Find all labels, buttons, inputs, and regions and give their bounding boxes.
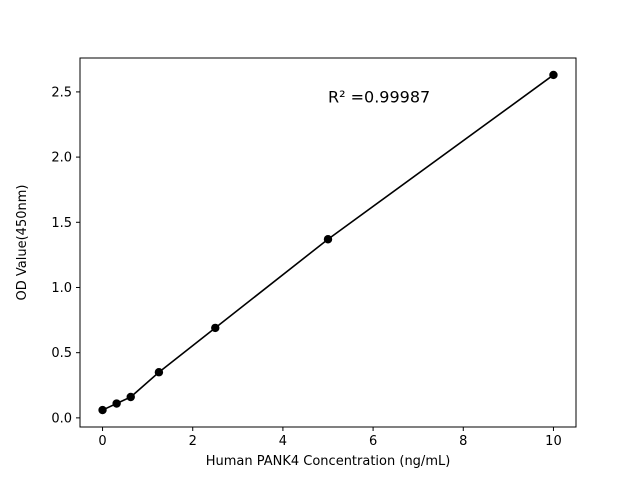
y-tick-label: 1.5 — [51, 216, 72, 231]
x-tick-label: 6 — [369, 434, 377, 449]
x-tick-label: 10 — [545, 434, 562, 449]
data-point — [126, 392, 135, 402]
y-axis-label: OD Value(450nm) — [15, 185, 30, 301]
y-tick-label: 0.0 — [51, 411, 72, 426]
y-tick-label: 2.5 — [51, 85, 72, 100]
y-tick-label: 0.5 — [51, 346, 72, 361]
x-tick-label: 0 — [98, 434, 106, 449]
x-axis-label: Human PANK4 Concentration (ng/mL) — [206, 454, 451, 469]
data-point — [112, 399, 121, 408]
data-point — [323, 235, 333, 244]
x-tick-label: 8 — [459, 434, 467, 449]
data-point — [154, 368, 164, 377]
x-tick-label: 4 — [279, 434, 287, 449]
data-point — [98, 405, 107, 415]
y-tick-label: 1.0 — [51, 281, 72, 296]
data-point — [211, 323, 220, 333]
r-squared-annotation: R² =0.99987 — [328, 87, 430, 106]
data-point — [549, 70, 558, 80]
plot-border — [79, 57, 577, 428]
y-tick-label: 2.0 — [51, 151, 72, 166]
x-tick-label: 2 — [189, 434, 197, 449]
